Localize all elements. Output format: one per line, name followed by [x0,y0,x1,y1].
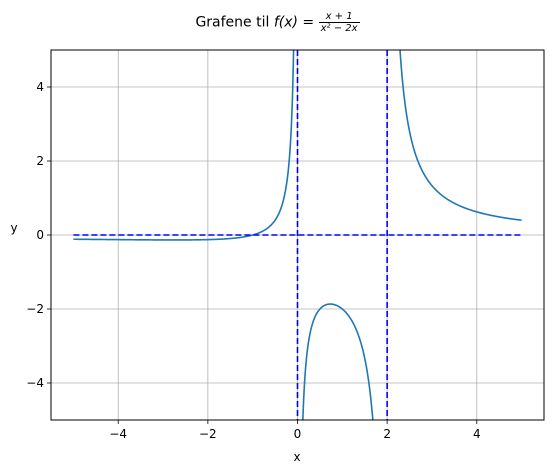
y-tick-label: 0 [36,228,44,242]
curve-branch [302,303,374,420]
x-axis-label: x [293,450,300,464]
y-tick-label: −2 [26,302,44,316]
y-axis-label: y [10,221,17,235]
x-tick-label: 2 [383,427,391,441]
chart-title-prefix: Grafene til [195,14,274,31]
chart-title: Grafene til f(x) = x + 1 x² − 2x [0,11,555,34]
x-tick-label: 4 [473,427,481,441]
x-tick-label: −4 [109,427,127,441]
y-tick-label: −4 [26,376,44,390]
curve-branch [73,50,295,241]
chart-title-numerator: x + 1 [318,11,360,23]
chart-title-fraction: x + 1 x² − 2x [318,11,360,34]
curves [73,50,522,420]
curve-branch [399,50,522,221]
chart-title-denominator: x² − 2x [320,23,358,34]
asymptotes [73,50,522,420]
y-tick-label: 2 [36,154,44,168]
chart-title-fx: f(x) = [273,14,319,31]
x-tick-label: −2 [199,427,217,441]
x-tick-label: 0 [294,427,302,441]
y-axis-ticks: −4 −2 0 2 4 [26,80,51,390]
y-tick-label: 4 [36,80,44,94]
x-axis-ticks: −4 −2 0 2 4 [109,420,481,441]
